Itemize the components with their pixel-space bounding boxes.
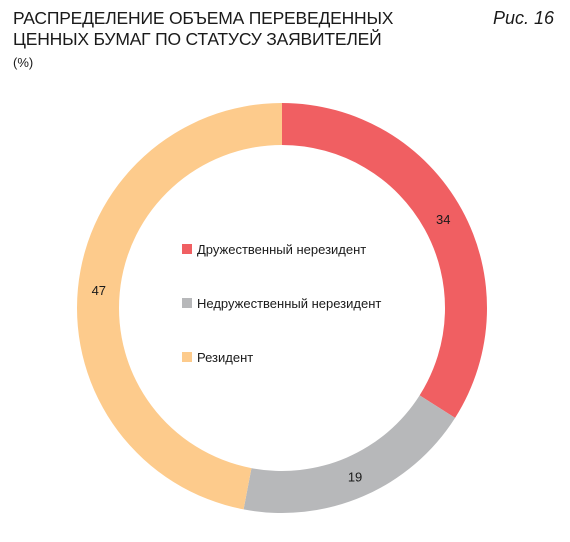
legend: Дружественный нерезидент Недружественный… xyxy=(182,238,381,368)
donut-slice-1 xyxy=(282,103,487,418)
chart-title: Распределение объема переведенных ценных… xyxy=(13,8,394,49)
data-label-2: 19 xyxy=(348,469,362,484)
legend-item-resident: Резидент xyxy=(182,346,381,368)
data-label-3: 47 xyxy=(92,283,106,298)
legend-label: Дружественный нерезидент xyxy=(197,241,367,257)
legend-swatch xyxy=(182,244,192,254)
figure-label: Рис. 16 xyxy=(492,8,554,28)
donut-slice-2 xyxy=(243,395,456,513)
donut-slice-3 xyxy=(76,103,282,510)
legend-label: Резидент xyxy=(197,349,254,365)
legend-label: Недружественный нерезидент xyxy=(197,295,382,311)
legend-item-friendly-nonresident: Дружественный нерезидент xyxy=(182,238,381,260)
legend-swatch xyxy=(182,298,192,308)
data-label-1: 34 xyxy=(436,212,450,227)
donut-data-labels: 34 19 47 xyxy=(92,212,451,485)
donut-slices xyxy=(76,103,487,513)
legend-item-unfriendly-nonresident: Недружественный нерезидент xyxy=(182,292,381,314)
legend-swatch xyxy=(182,352,192,362)
chart-unit: (%) xyxy=(13,55,34,70)
